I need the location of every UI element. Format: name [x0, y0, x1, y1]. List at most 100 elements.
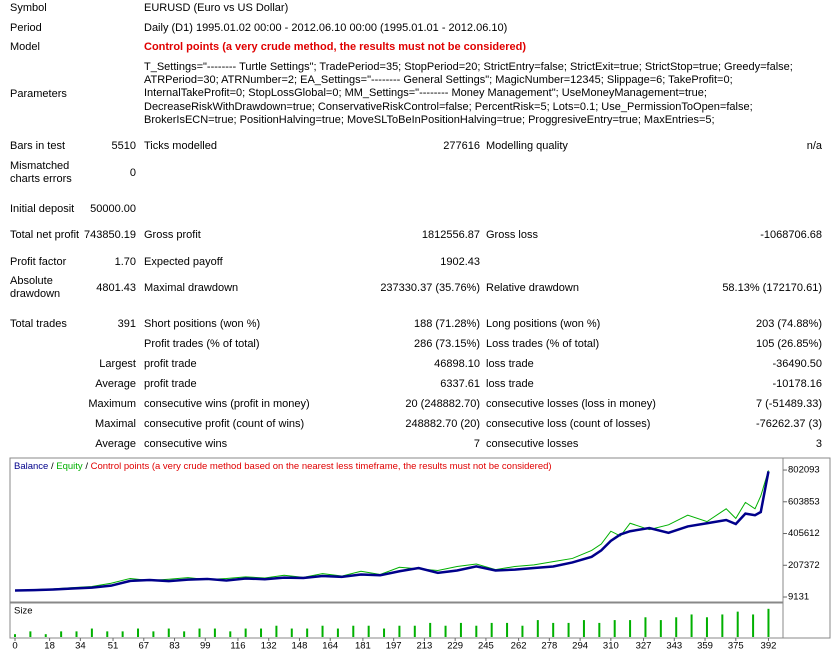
report-row: Absolute drawdown 4801.43 Maximal drawdown…: [0, 274, 835, 302]
x-tick-label: 294: [572, 641, 588, 652]
field-value: n/a: [806, 139, 822, 152]
field-value: 1.70: [114, 255, 136, 268]
size-bar: [229, 631, 232, 637]
report-row: Mismatched charts errors 0: [0, 159, 835, 187]
field-value: -36490.50: [772, 357, 822, 370]
size-bar: [44, 634, 47, 637]
size-bar: [705, 617, 708, 637]
size-bar: [506, 622, 509, 637]
size-bar: [275, 625, 278, 637]
field-text: EURUSD (Euro vs US Dollar): [144, 1, 289, 14]
parameter-line: T_Settings="-------- Turtle Settings"; T…: [144, 60, 793, 73]
size-bar: [567, 622, 570, 637]
size-panel: [9, 602, 784, 639]
size-bar: [106, 631, 109, 637]
size-bar: [383, 628, 386, 637]
size-bar: [752, 614, 755, 637]
size-bar: [536, 620, 539, 637]
field-label: Short positions (won %): [144, 317, 261, 330]
field-value: 4801.43: [96, 281, 136, 294]
field-label: Ticks modelled: [144, 139, 217, 152]
size-bar: [490, 622, 493, 637]
field-value: 203 (74.88%): [755, 317, 822, 330]
field-value: 7 (-51489.33): [755, 397, 822, 410]
field-label: Model: [10, 40, 40, 53]
legend-separator: /: [51, 461, 54, 472]
size-bar: [598, 622, 601, 637]
size-bar: [121, 631, 124, 637]
size-bar: [582, 620, 585, 637]
size-bar: [367, 625, 370, 637]
report-row: Initial deposit 50000.00: [0, 195, 835, 223]
size-bar: [459, 622, 462, 637]
x-tick-label: 116: [230, 641, 245, 652]
field-label: Maximum: [88, 397, 136, 410]
field-label: Period: [10, 21, 42, 34]
report-row: Profit factor 1.70 Expected payoff 1902.43: [0, 248, 835, 276]
size-bar: [613, 620, 616, 637]
legend-note: Control points (a very crude method base…: [91, 461, 552, 472]
field-label: Profit trades (% of total): [144, 337, 260, 350]
x-tick-label: 99: [200, 641, 211, 652]
field-label: consecutive loss (count of losses): [486, 417, 651, 430]
field-value: 7: [473, 437, 480, 450]
field-value: 1902.43: [440, 255, 480, 268]
field-label: Long positions (won %): [486, 317, 601, 330]
size-bar: [675, 617, 678, 637]
size-bar: [244, 628, 247, 637]
field-label: Absolute drawdown: [10, 275, 61, 300]
field-label: Gross profit: [144, 228, 201, 241]
x-tick-label: 67: [138, 641, 149, 652]
size-bar: [290, 628, 293, 637]
x-tick-label: 34: [75, 641, 86, 652]
field-label: profit trade: [144, 357, 197, 370]
field-value: -10178.16: [772, 377, 822, 390]
field-text: Daily (D1) 1995.01.02 00:00 - 2012.06.10…: [144, 21, 508, 34]
report-row: Maximum consecutive wins (profit in money…: [0, 390, 835, 418]
field-value: 248882.70 (20): [405, 417, 480, 430]
report-row: Parameters T_Settings="-------- Turtle Se…: [0, 61, 835, 126]
main-panel: [9, 457, 784, 603]
field-label: Maximal: [95, 417, 136, 430]
field-value: 5510: [111, 139, 136, 152]
size-bar: [321, 625, 324, 637]
field-label: Initial deposit: [10, 202, 75, 215]
size-bar: [659, 620, 662, 637]
field-label: loss trade: [486, 357, 534, 370]
x-tick-label: 310: [603, 641, 619, 652]
field-label: Loss trades (% of total): [486, 337, 600, 350]
field-label: Parameters: [10, 87, 67, 100]
parameters: T_Settings="-------- Turtle Settings"; T…: [144, 61, 793, 127]
field-label: consecutive profit (count of wins): [144, 417, 305, 430]
size-bar: [198, 628, 201, 637]
size-bar: [167, 628, 170, 637]
field-value: 46898.10: [434, 357, 480, 370]
size-bar: [552, 622, 555, 637]
y-tick-label: 207372: [788, 560, 820, 571]
field-label: Expected payoff: [144, 255, 223, 268]
size-bar: [260, 628, 263, 637]
x-tick-label: 343: [666, 641, 682, 652]
x-tick-label: 278: [541, 641, 557, 652]
x-tick-label: 18: [44, 641, 55, 652]
size-bar: [736, 611, 739, 637]
size-bar: [429, 622, 432, 637]
balance-line: [14, 471, 770, 592]
field-value: 391: [117, 317, 136, 330]
legend-balance: Balance: [14, 461, 48, 472]
parameter-line: BrokerIsECN=true; PositionHalving=true; …: [144, 113, 715, 126]
x-tick-label: 392: [761, 641, 777, 652]
parameter-line: DecreaseRiskWithDrawdown=true; Conservat…: [144, 100, 753, 113]
size-bar: [644, 617, 647, 637]
size-bar: [767, 608, 770, 637]
field-label: Total trades: [10, 317, 67, 330]
y-tick-label: 9131: [788, 592, 809, 603]
field-value: 277616: [443, 139, 480, 152]
field-value: 286 (73.15%): [413, 337, 480, 350]
size-label: Size: [14, 606, 32, 617]
field-label: Maximal drawdown: [144, 281, 239, 294]
field-value: 50000.00: [90, 202, 136, 215]
field-label: Largest: [99, 357, 136, 370]
